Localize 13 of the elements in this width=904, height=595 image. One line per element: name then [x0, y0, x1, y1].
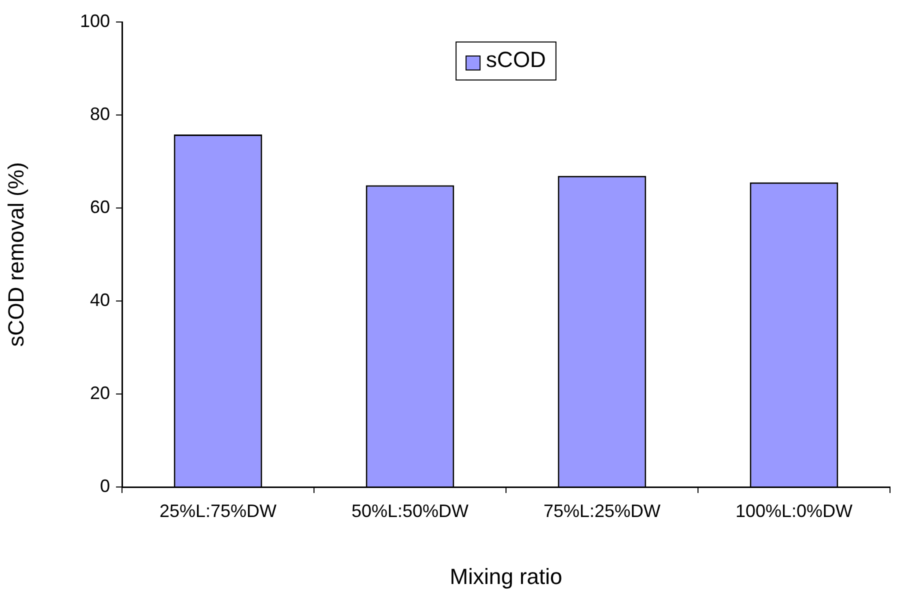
y-tick-label: 40: [90, 290, 110, 310]
x-tick-label: 50%L:50%DW: [351, 500, 469, 521]
x-tick-label: 25%L:75%DW: [159, 500, 277, 521]
y-tick-label: 100: [80, 10, 110, 31]
x-tick-label: 100%L:0%DW: [735, 500, 853, 521]
y-axis-title: sCOD removal (%): [3, 162, 28, 347]
x-tick-label: 75%L:25%DW: [543, 500, 661, 521]
y-tick-label: 20: [90, 382, 110, 403]
y-tick-label: 60: [90, 196, 110, 217]
y-tick-label: 0: [100, 476, 110, 496]
x-axis-title: Mixing ratio: [450, 564, 562, 589]
legend-label: sCOD: [486, 47, 546, 72]
y-tick-label: 80: [90, 104, 110, 124]
